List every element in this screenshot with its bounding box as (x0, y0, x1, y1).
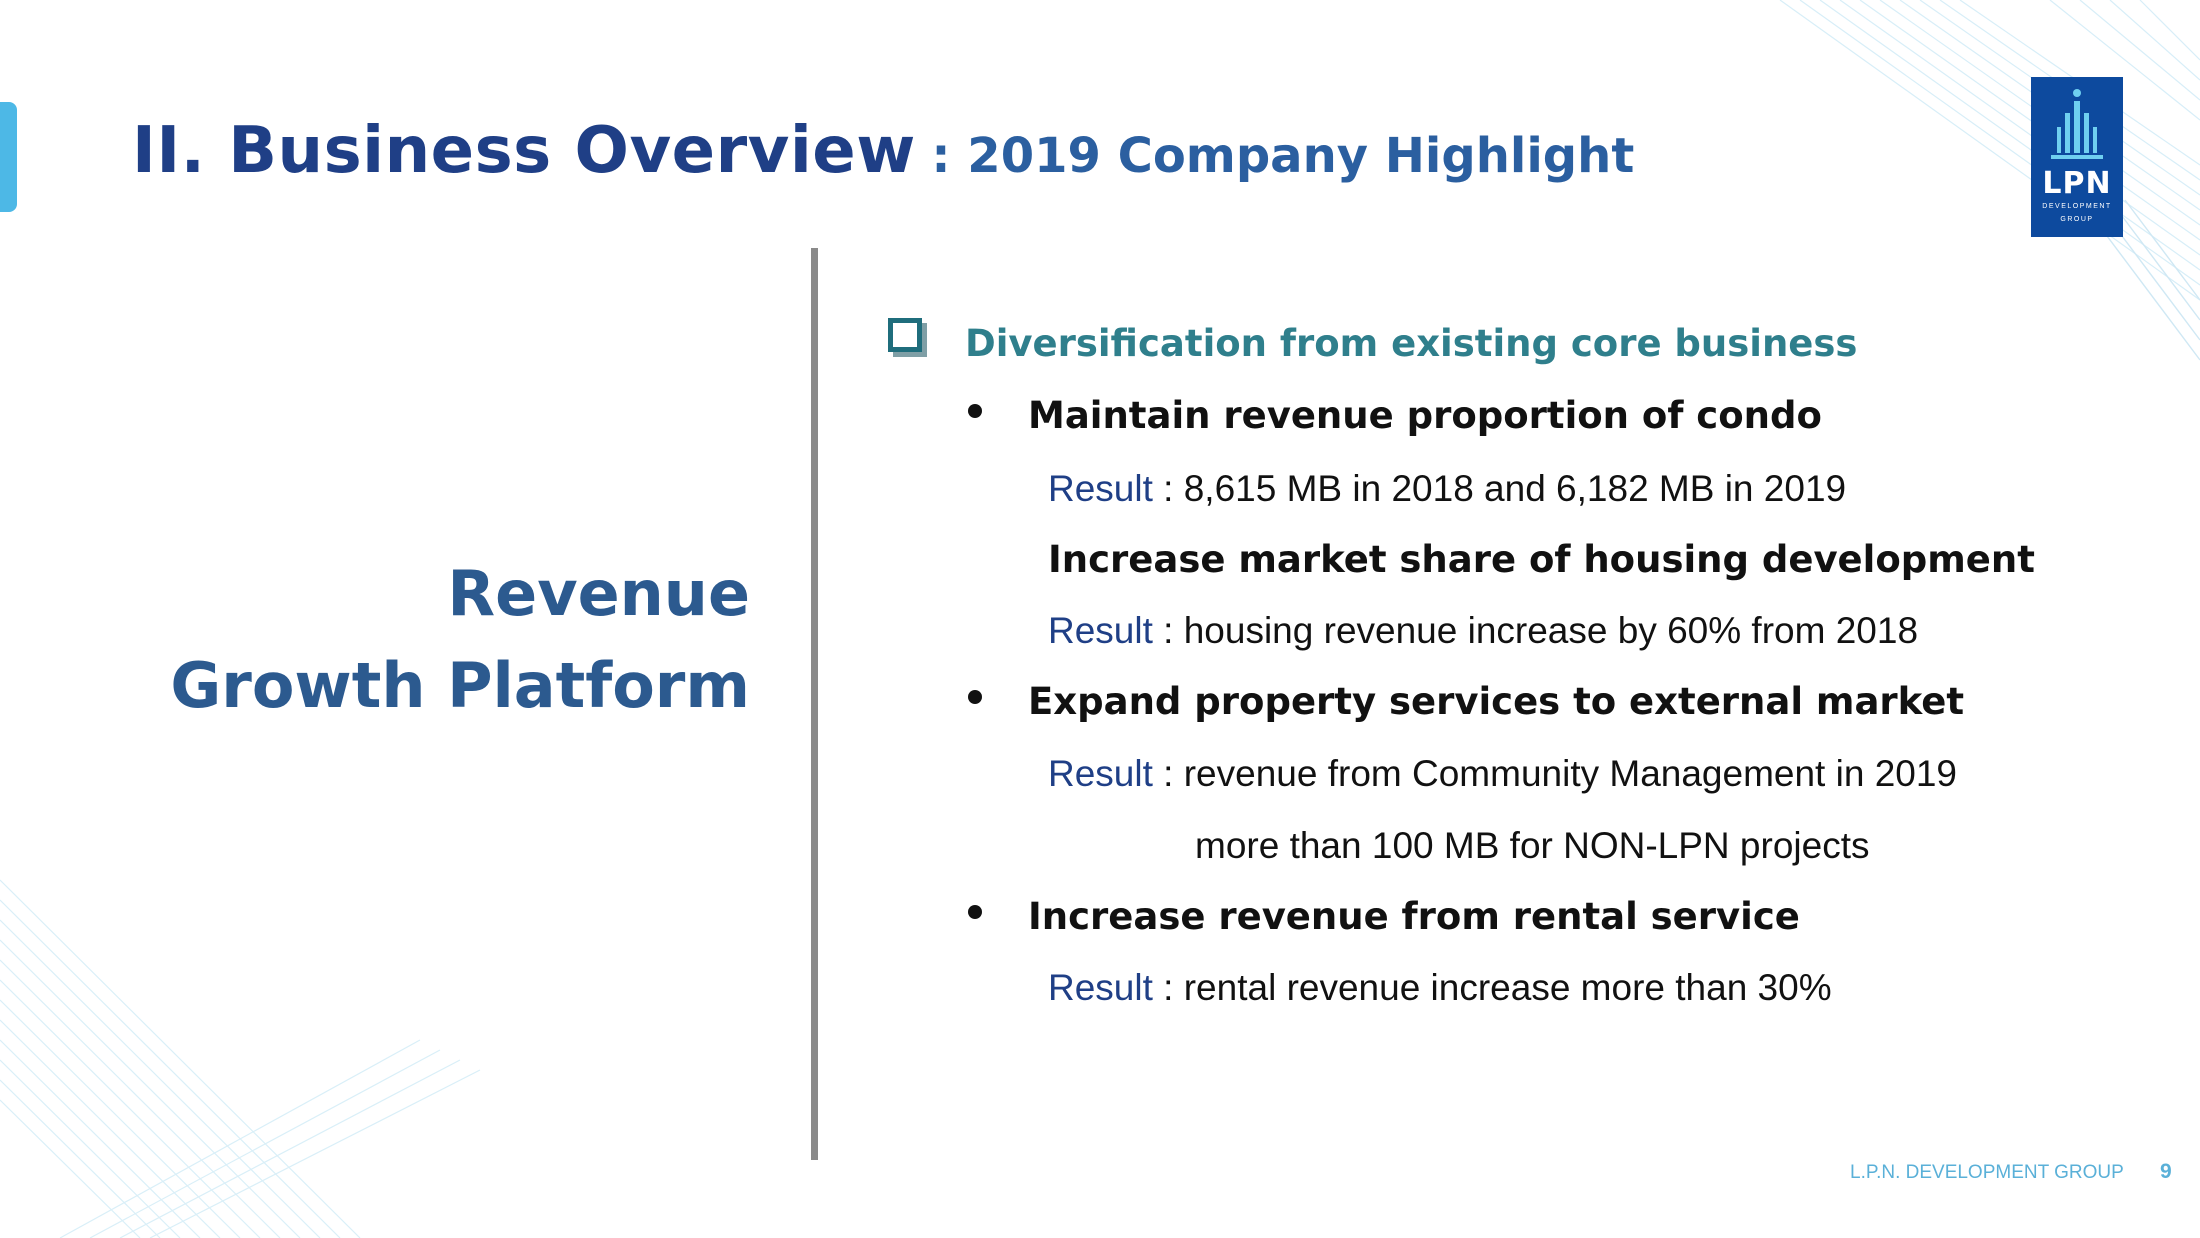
item-heading-rental: Increase revenue from rental service (1028, 895, 1800, 938)
page-number: 9 (2160, 1160, 2172, 1183)
bullet-icon (968, 404, 982, 418)
result-text: : rental revenue increase more than 30% (1152, 967, 1832, 1008)
page-title-subtitle: : 2019 Company Highlight (931, 128, 1635, 184)
revenue-growth-heading-line-1: Revenue (447, 557, 750, 630)
item-result-property-services: Result : revenue from Community Manageme… (1048, 753, 1957, 795)
title-accent-bar (0, 102, 17, 212)
company-logo: LPN DEVELOPMENT GROUP (2031, 77, 2123, 237)
result-text: : 8,615 MB in 2018 and 6,182 MB in 2019 (1152, 468, 1847, 509)
item-heading-condo: Maintain revenue proportion of condo (1028, 394, 1822, 437)
revenue-growth-heading: Revenue Growth Platform (120, 548, 750, 732)
item-result-rental: Result : rental revenue increase more th… (1048, 967, 1832, 1009)
item-result-continuation: more than 100 MB for NON-LPN projects (1195, 825, 1870, 866)
item-subheading-housing: Increase market share of housing develop… (1048, 538, 2035, 581)
section-heading: Diversification from existing core busin… (965, 322, 1858, 365)
vertical-divider (811, 248, 818, 1160)
bullet-icon (968, 690, 982, 704)
page-title: II. Business Overview : 2019 Company Hig… (132, 114, 1634, 188)
checkbox-icon (888, 318, 922, 352)
result-label: Result (1048, 468, 1153, 509)
result-text: : housing revenue increase by 60% from 2… (1152, 610, 1919, 651)
revenue-growth-heading-line-2: Growth Platform (170, 649, 750, 722)
bullet-icon (968, 905, 982, 919)
item-result-housing: Result : housing revenue increase by 60%… (1048, 610, 1918, 652)
logo-tagline-group: GROUP (2060, 216, 2094, 223)
footer-company-name: L.P.N. DEVELOPMENT GROUP (1850, 1162, 2124, 1183)
result-label: Result (1048, 610, 1153, 651)
result-label: Result (1048, 967, 1153, 1008)
item-heading-property-services: Expand property services to external mar… (1028, 680, 1965, 723)
logo-wordmark: LPN (2042, 166, 2112, 201)
page-title-main: II. Business Overview (132, 114, 916, 188)
logo-tagline-development: DEVELOPMENT (2042, 203, 2112, 210)
item-result-condo: Result : 8,615 MB in 2018 and 6,182 MB i… (1048, 468, 1846, 510)
result-label: Result (1048, 753, 1153, 794)
result-text: : revenue from Community Management in 2… (1152, 753, 1958, 794)
building-icon (2051, 89, 2103, 159)
